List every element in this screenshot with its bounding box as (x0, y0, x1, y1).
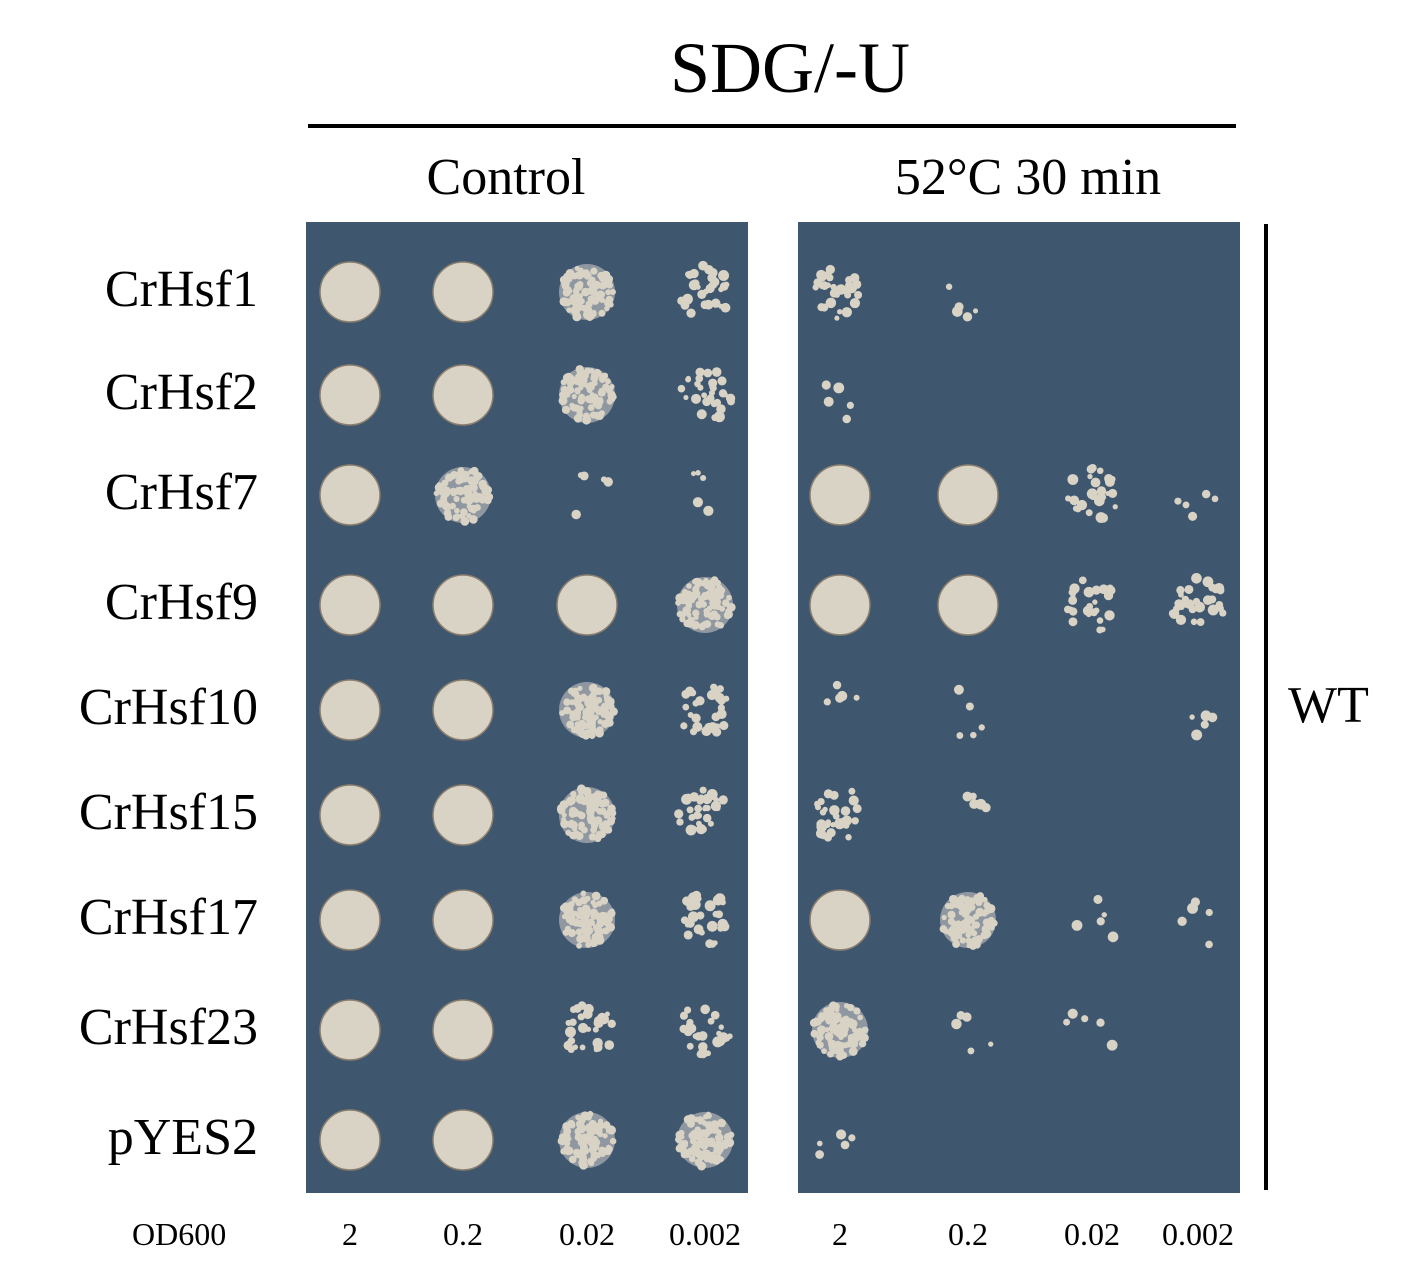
colony-spot (319, 889, 381, 951)
colony-spot (319, 1109, 381, 1171)
dilution-label: 0.02 (1064, 1216, 1120, 1252)
strain-label: CrHsf9 (104, 574, 258, 631)
colony-spot (815, 1129, 856, 1159)
colony-spot (690, 470, 714, 517)
colony-spot (1177, 897, 1213, 949)
strain-label: pYES2 (107, 1109, 258, 1166)
colony-spot (556, 784, 617, 843)
title-underline (308, 124, 1236, 128)
colony-spot (319, 261, 381, 323)
colony-spot (675, 1111, 735, 1171)
dilution-label: 0.002 (669, 1216, 741, 1252)
strain-label: CrHsf10 (78, 679, 258, 736)
colony-spot (962, 791, 991, 813)
background-label: WT (1288, 677, 1369, 734)
colony-spot (674, 786, 728, 836)
colony-spot (823, 680, 860, 706)
colony-spot (809, 1001, 869, 1061)
colony-spot (432, 784, 494, 846)
colony-spot (680, 890, 730, 948)
dilution-label: 2 (832, 1216, 848, 1252)
colony-spot (319, 679, 381, 741)
colony-spot (319, 999, 381, 1061)
dilution-label: 0.002 (1162, 1216, 1234, 1252)
colony-spot (558, 365, 617, 425)
condition-label-control: Control (426, 149, 586, 206)
colony-spot (433, 466, 494, 526)
colony-spot (675, 576, 736, 633)
colony-spot (809, 464, 871, 526)
dilution-label: 0.2 (443, 1216, 483, 1252)
od-label: OD600 (132, 1216, 227, 1252)
colony-spot (432, 679, 494, 741)
colony-spot (432, 1109, 494, 1171)
colony-spot (559, 890, 616, 949)
colony-spot (571, 471, 613, 520)
colony-spot (677, 367, 736, 423)
colony-spot (563, 1001, 616, 1053)
colony-spot (939, 892, 998, 950)
colony-spot (680, 683, 730, 737)
dilution-label: 0.02 (559, 1216, 615, 1252)
colony-spot (937, 464, 999, 526)
strain-label: CrHsf15 (78, 784, 258, 841)
strain-label: CrHsf17 (78, 889, 258, 946)
colony-spot (951, 1011, 994, 1055)
colony-spot (432, 999, 494, 1061)
colony-spot (812, 264, 863, 321)
colony-spot (809, 889, 871, 951)
colony-spot (559, 264, 616, 322)
colony-spot (559, 682, 618, 740)
dilution-label: 2 (342, 1216, 358, 1252)
colony-spot (1189, 710, 1218, 741)
colony-spot (319, 364, 381, 426)
strain-label: CrHsf1 (104, 261, 258, 318)
colony-spot (953, 684, 985, 739)
colony-spot (432, 261, 494, 323)
colony-spot (677, 260, 731, 318)
colony-spot (319, 574, 381, 636)
colony-spot (679, 1004, 733, 1059)
colony-spot (945, 283, 979, 322)
plate-heat-shock (798, 222, 1240, 1193)
dilution-label: 0.2 (948, 1216, 988, 1252)
colony-spot (814, 787, 862, 842)
strain-label: CrHsf2 (104, 364, 258, 421)
colony-spot (557, 1110, 617, 1170)
condition-label-heat: 52°C 30 min (894, 149, 1162, 206)
wt-bracket-line (1264, 224, 1268, 1190)
colony-spot (1063, 576, 1116, 634)
colony-spot (1174, 489, 1219, 521)
strain-label: CrHsf23 (78, 999, 258, 1056)
strain-label: CrHsf7 (104, 464, 258, 521)
figure-title: SDG/-U (669, 28, 910, 108)
colony-spot (1065, 463, 1118, 523)
colony-spot (809, 574, 871, 636)
colony-spot (432, 889, 494, 951)
colony-spot (821, 380, 854, 424)
colony-spot (1071, 894, 1119, 943)
colony-spot (937, 574, 999, 636)
colony-spot (432, 574, 494, 636)
colony-spot (319, 464, 381, 526)
colony-spot (556, 574, 618, 636)
colony-spot (319, 784, 381, 846)
colony-spot (1168, 572, 1227, 626)
colony-spot (432, 364, 494, 426)
colony-spot (1063, 1008, 1118, 1051)
